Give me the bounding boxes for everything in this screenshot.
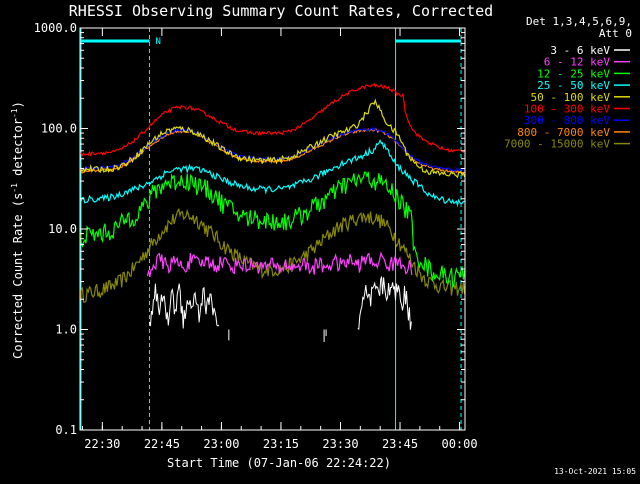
y-axis-label-exp2: -1 [10, 108, 19, 118]
x-tick-label-4: 23:15 [263, 437, 299, 451]
x-axis-ticks: 22:30 22:45 23:00 23:15 23:30 23:45 00:00 [82, 28, 478, 451]
legend-label-9: 7000 - 15000 keV [504, 138, 610, 151]
y-tick-label-1: 1000.0 [34, 21, 77, 35]
series-5 [79, 98, 466, 179]
chart-title: RHESSI Observing Summary Count Rates, Co… [69, 2, 493, 20]
y-axis-label-mid: detector [11, 118, 25, 183]
series-1 [149, 276, 412, 343]
legend-header-line2: Att 0 [599, 27, 632, 40]
y-axis-label-prefix: Corrected Count Rate (s [11, 193, 25, 359]
y-axis-ticks: 1000.0 100.0 10.0 1.0 0.1 [34, 21, 465, 437]
legend-label-4: 25 - 50 keV [537, 79, 610, 92]
legend-label-1: 3 - 6 keV [550, 44, 610, 57]
footer-timestamp: 13-Oct-2021 15:05 [554, 467, 636, 476]
series-9-line [79, 207, 466, 303]
series-2-line [146, 251, 413, 277]
legend-header-line1: Det 1,3,4,5,6,9, [526, 15, 632, 28]
y-tick-label-3: 10.0 [48, 222, 77, 236]
series-3 [79, 171, 466, 289]
x-tick-label-3: 23:00 [203, 437, 239, 451]
series-4-line [79, 139, 465, 208]
y-axis-label-exp1: -1 [10, 183, 19, 193]
series-2 [146, 251, 413, 277]
x-tick-label-2: 22:45 [144, 437, 180, 451]
x-tick-label-5: 23:30 [322, 437, 358, 451]
legend-label-5: 50 - 100 keV [531, 91, 611, 104]
series-1-segment-1 [149, 283, 220, 329]
legend-label-7: 300 - 800 keV [524, 114, 610, 127]
series-6 [79, 82, 466, 157]
x-axis-label: Start Time (07-Jan-06 22:24:22) [167, 456, 391, 470]
legend-label-8: 800 - 7000 keV [517, 126, 610, 139]
night-flag-label: N [155, 37, 160, 47]
y-axis-label: Corrected Count Rate (s-1 detector-1) [10, 101, 25, 359]
legend-label-3: 12 - 25 keV [537, 67, 610, 80]
y-tick-label-2: 100.0 [41, 122, 77, 136]
legend-label-6: 100 - 300 keV [524, 103, 610, 116]
series-1-segment-2 [357, 276, 412, 331]
x-tick-label-6: 23:45 [382, 437, 418, 451]
x-tick-label-1: 22:30 [84, 437, 120, 451]
series-3-line [79, 171, 466, 289]
y-tick-label-5: 0.1 [55, 423, 77, 437]
y-tick-label-4: 1.0 [55, 323, 77, 337]
series-4 [79, 139, 465, 208]
x-tick-label-7: 00:00 [441, 437, 477, 451]
y-axis-label-suffix: ) [11, 101, 25, 108]
series-6-line [79, 82, 466, 157]
legend-label-2: 6 - 12 keV [544, 56, 611, 69]
series-9 [79, 207, 466, 303]
series-5-line [79, 98, 466, 179]
